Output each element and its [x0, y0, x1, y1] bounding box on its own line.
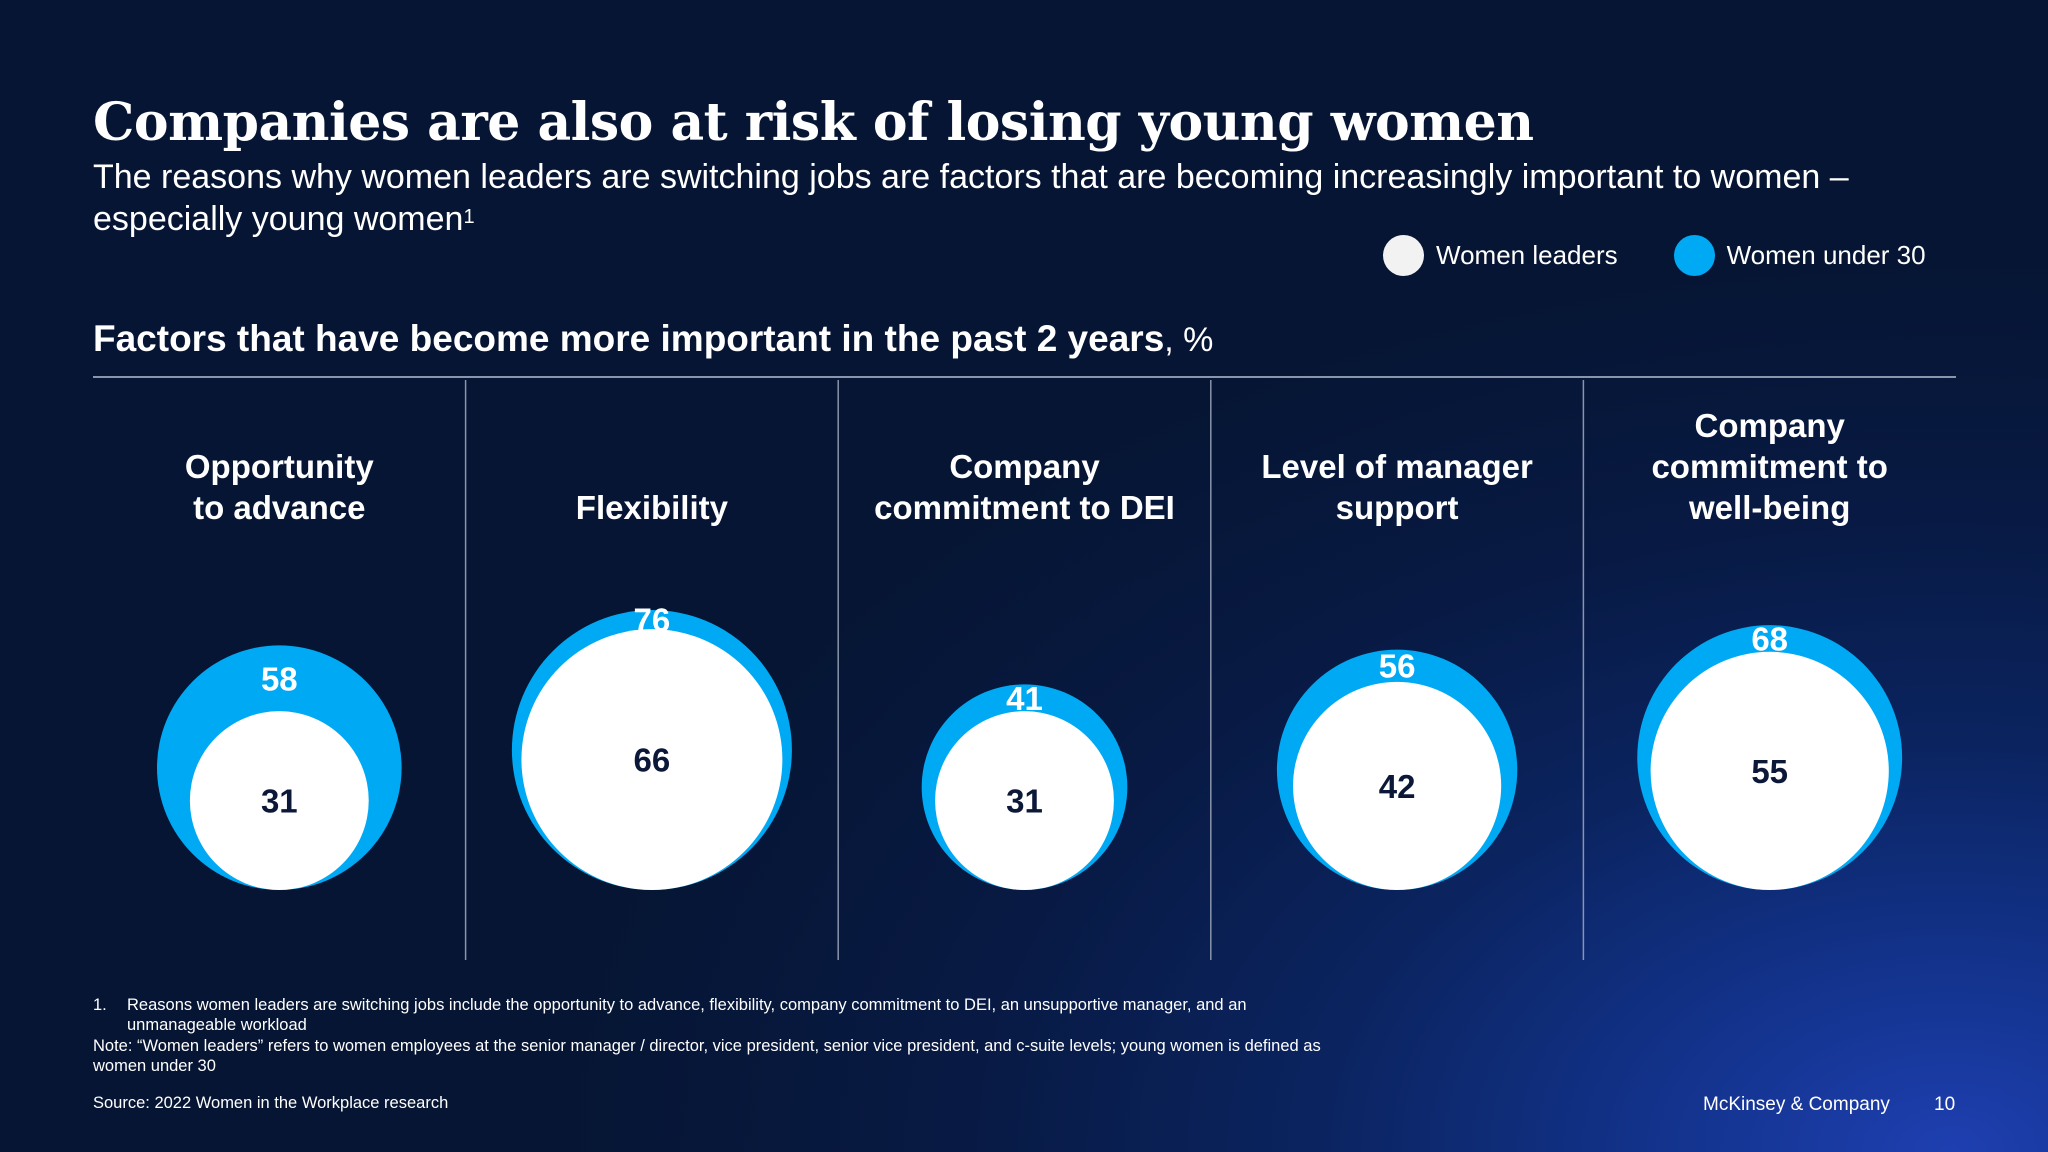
category-label: commitment to — [1651, 448, 1888, 485]
value-label-women-leaders: 31 — [261, 783, 298, 820]
footnote-number: 1. — [93, 996, 107, 1014]
value-label-women-leaders: 55 — [1751, 753, 1788, 790]
source-text: Source: 2022 Women in the Workplace rese… — [93, 1094, 449, 1112]
note-text: Note: “Women leaders” refers to women em… — [93, 1037, 1321, 1075]
chart-unit: , % — [1164, 321, 1214, 359]
legend-swatch-white — [1383, 235, 1424, 276]
bubble-women-leaders — [935, 711, 1114, 891]
footnote-1: 1. Reasons women leaders are switching j… — [93, 995, 1333, 1035]
category-label: support — [1336, 489, 1459, 526]
value-label-women-under-30: 68 — [1751, 620, 1788, 657]
value-label-women-leaders: 42 — [1379, 768, 1416, 805]
category-label: Level of manager — [1261, 448, 1533, 485]
chart-title: Factors that have become more important … — [93, 318, 1213, 360]
bubble-women-leaders — [1650, 651, 1889, 890]
value-label-women-under-30: 41 — [1006, 680, 1043, 717]
value-label-women-leaders: 66 — [634, 742, 671, 779]
legend-label: Women under 30 — [1726, 240, 1926, 270]
category-label: Flexibility — [576, 489, 729, 526]
legend-swatch-blue — [1673, 235, 1715, 276]
value-label-women-under-30: 58 — [261, 660, 298, 697]
legend-label: Women leaders — [1436, 240, 1618, 270]
legend-item-women-under-30: Women under 30 — [1673, 235, 1926, 276]
footnotes: 1. Reasons women leaders are switching j… — [93, 995, 1333, 1076]
footnote-marker: 1 — [463, 206, 475, 228]
category-label: Opportunity — [185, 448, 374, 485]
category-label: Company — [1695, 407, 1846, 444]
slide-title: Companies are also at risk of losing you… — [93, 92, 1534, 153]
brand-name: McKinsey & Company — [1703, 1094, 1890, 1115]
chart-legend: Women leaders Women under 30 — [1383, 235, 1926, 276]
page-number: 10 — [1934, 1094, 1956, 1115]
category-label: well-being — [1688, 489, 1850, 526]
category-label: to advance — [193, 489, 365, 526]
bubble-women-leaders — [521, 629, 783, 890]
category-label: commitment to DEI — [874, 489, 1175, 526]
value-label-women-leaders: 31 — [1006, 783, 1043, 820]
value-label-women-under-30: 56 — [1379, 648, 1416, 685]
legend-item-women-leaders: Women leaders — [1383, 235, 1618, 276]
footnote-text: Reasons women leaders are switching jobs… — [127, 996, 1247, 1034]
chart-title-text: Factors that have become more important … — [93, 318, 1165, 359]
slide-subtitle: The reasons why women leaders are switch… — [93, 156, 1893, 240]
value-label-women-under-30: 76 — [634, 602, 671, 639]
bubble-women-leaders — [189, 711, 369, 891]
subtitle-text: The reasons why women leaders are switch… — [93, 158, 1849, 238]
bubble-women-leaders — [1293, 681, 1502, 890]
header-divider — [93, 376, 1956, 378]
category-label: Company — [949, 448, 1100, 485]
